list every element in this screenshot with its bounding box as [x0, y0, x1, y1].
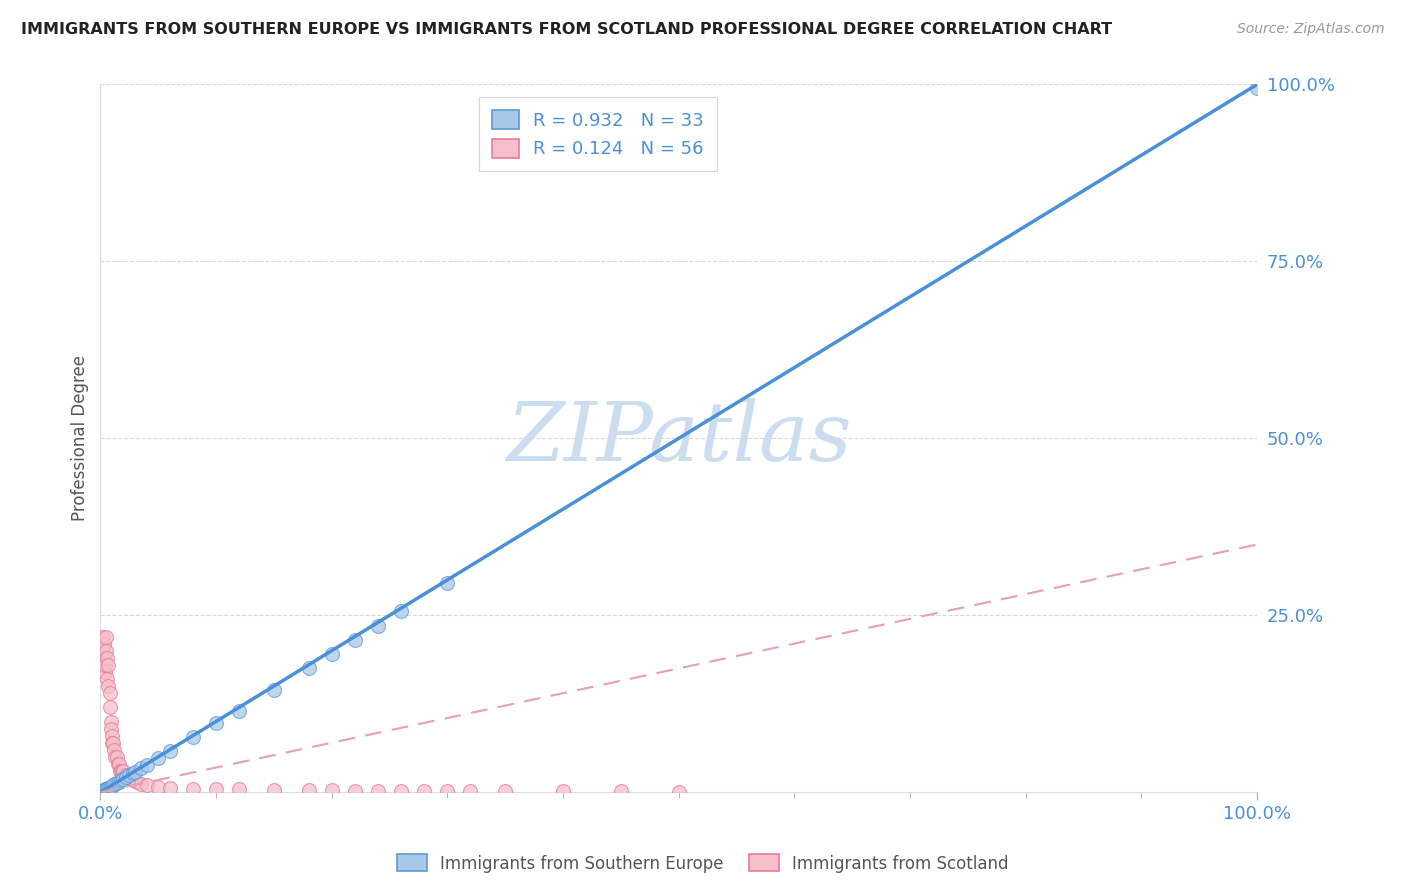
Point — [494, 784, 516, 798]
Point — [94, 782, 117, 797]
Point — [127, 775, 149, 789]
Point — [135, 758, 157, 772]
Point — [94, 630, 117, 644]
Point — [118, 768, 141, 782]
Point — [367, 784, 389, 798]
Point — [97, 679, 120, 693]
Point — [91, 644, 114, 658]
Point — [91, 784, 114, 798]
Point — [121, 772, 143, 787]
Point — [97, 780, 120, 795]
Point — [98, 686, 121, 700]
Point — [93, 783, 115, 797]
Point — [93, 637, 115, 651]
Point — [100, 780, 122, 794]
Point — [321, 647, 343, 661]
Point — [101, 736, 124, 750]
Legend: Immigrants from Southern Europe, Immigrants from Scotland: Immigrants from Southern Europe, Immigra… — [391, 847, 1015, 880]
Point — [94, 665, 117, 679]
Point — [297, 661, 319, 675]
Point — [108, 774, 131, 789]
Point — [124, 774, 146, 789]
Point — [367, 619, 389, 633]
Point — [263, 783, 285, 797]
Point — [101, 736, 124, 750]
Point — [94, 644, 117, 658]
Point — [112, 764, 135, 778]
Point — [100, 714, 122, 729]
Point — [90, 657, 112, 672]
Point — [104, 750, 127, 764]
Point — [181, 781, 204, 796]
Point — [610, 784, 633, 798]
Point — [551, 784, 574, 798]
Point — [114, 767, 136, 781]
Point — [110, 773, 132, 788]
Point — [98, 780, 121, 795]
Point — [94, 657, 117, 672]
Point — [159, 744, 181, 758]
Point — [129, 761, 152, 775]
Point — [129, 777, 152, 791]
Point — [148, 751, 170, 765]
Point — [205, 715, 228, 730]
Point — [124, 764, 146, 779]
Point — [228, 782, 250, 797]
Point — [96, 781, 118, 796]
Point — [103, 743, 125, 757]
Point — [101, 729, 124, 743]
Point — [97, 657, 120, 672]
Point — [148, 780, 170, 794]
Point — [297, 783, 319, 797]
Point — [103, 777, 125, 791]
Point — [121, 766, 143, 780]
Point — [343, 633, 366, 648]
Point — [159, 780, 181, 795]
Point — [105, 776, 128, 790]
Point — [668, 784, 690, 798]
Point — [91, 630, 114, 644]
Point — [120, 771, 142, 785]
Point — [1246, 81, 1268, 95]
Point — [205, 782, 228, 797]
Point — [101, 779, 124, 793]
Point — [98, 700, 121, 714]
Legend: R = 0.932   N = 33, R = 0.124   N = 56: R = 0.932 N = 33, R = 0.124 N = 56 — [479, 97, 717, 171]
Point — [117, 770, 139, 784]
Text: ZIPatlas: ZIPatlas — [506, 399, 852, 478]
Point — [181, 730, 204, 744]
Point — [90, 644, 112, 658]
Point — [114, 771, 136, 785]
Point — [107, 756, 129, 771]
Point — [436, 576, 458, 591]
Point — [321, 783, 343, 797]
Text: IMMIGRANTS FROM SOUTHERN EUROPE VS IMMIGRANTS FROM SCOTLAND PROFESSIONAL DEGREE : IMMIGRANTS FROM SOUTHERN EUROPE VS IMMIG… — [21, 22, 1112, 37]
Point — [96, 650, 118, 665]
Point — [389, 784, 412, 798]
Point — [108, 756, 131, 771]
Point — [135, 778, 157, 792]
Point — [413, 784, 436, 798]
Point — [93, 650, 115, 665]
Point — [108, 764, 131, 778]
Text: Source: ZipAtlas.com: Source: ZipAtlas.com — [1237, 22, 1385, 37]
Y-axis label: Professional Degree: Professional Degree — [72, 355, 89, 521]
Point — [105, 750, 128, 764]
Point — [111, 764, 134, 778]
Point — [460, 784, 482, 798]
Point — [96, 672, 118, 686]
Point — [94, 782, 117, 797]
Point — [436, 784, 458, 798]
Point — [100, 722, 122, 736]
Point — [112, 772, 135, 786]
Point — [343, 784, 366, 798]
Point — [110, 764, 132, 778]
Point — [228, 704, 250, 718]
Point — [389, 604, 412, 618]
Point — [263, 682, 285, 697]
